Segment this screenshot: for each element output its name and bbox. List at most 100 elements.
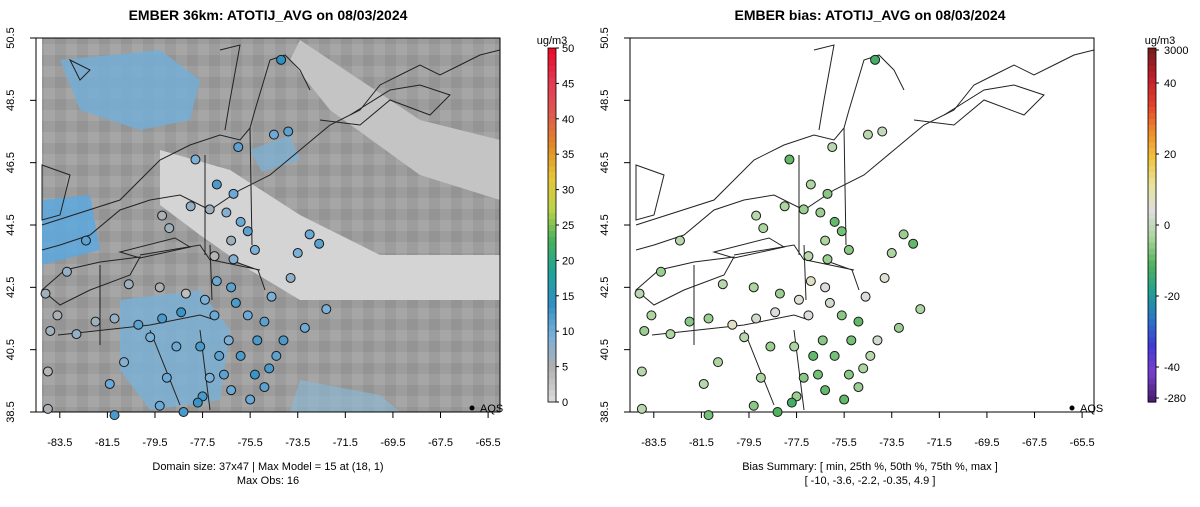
x-tick-label: -81.5	[95, 437, 120, 449]
station-marker	[853, 316, 864, 327]
colorbar-segment	[1148, 171, 1156, 179]
x-tick-label: -83.5	[47, 437, 72, 449]
colorbar-segment	[548, 319, 556, 326]
colorbar-tick-label: 25	[562, 220, 574, 232]
colorbar-segment	[548, 301, 556, 309]
colorbar-tick-label: 40	[1164, 78, 1176, 90]
station-marker	[779, 201, 790, 212]
x-tick-label: -75.5	[238, 437, 263, 449]
left-boundaries	[41, 44, 500, 411]
colorbar-segment	[1148, 260, 1156, 267]
station-marker	[703, 313, 714, 324]
station-marker	[214, 350, 225, 361]
y-tick-label: 42.5	[5, 277, 17, 298]
colorbar-segment	[1148, 124, 1156, 132]
station-marker	[61, 266, 72, 277]
station-marker	[846, 335, 857, 346]
x-tick-label: -65.5	[476, 437, 501, 449]
colorbar-segment	[1148, 183, 1156, 191]
station-marker	[195, 341, 206, 352]
station-marker	[226, 282, 237, 293]
colorbar-segment	[1148, 343, 1156, 350]
station-marker	[259, 382, 270, 393]
station-marker	[717, 279, 728, 290]
station-marker	[836, 310, 847, 321]
station-marker	[803, 251, 814, 262]
colorbar-tick-label: 5	[562, 362, 568, 374]
colorbar-segment	[548, 272, 556, 279]
station-marker	[798, 204, 809, 215]
colorbar-segment	[1148, 71, 1156, 79]
y-tick-label: 46.5	[599, 152, 611, 173]
station-marker	[827, 142, 838, 153]
colorbar-segment	[1148, 272, 1156, 279]
colorbar-segment	[548, 348, 556, 356]
colorbar-segment	[548, 166, 556, 173]
station-marker	[321, 304, 332, 315]
colorbar-tick-label: 15	[562, 291, 574, 303]
coastline	[41, 49, 500, 251]
colorbar-segment	[548, 254, 556, 261]
station-marker	[157, 210, 168, 221]
y-tick-label: 44.5	[5, 214, 17, 235]
station-marker	[292, 248, 303, 259]
right-stations	[634, 54, 926, 421]
right-legend: AQS	[1069, 403, 1103, 415]
station-marker	[259, 316, 270, 327]
colorbar-segment	[548, 124, 556, 132]
station-marker	[190, 154, 201, 165]
colorbar-segment	[1148, 236, 1156, 244]
station-marker	[805, 276, 816, 287]
station-marker	[865, 350, 876, 361]
station-marker	[748, 400, 759, 411]
colorbar-segment	[548, 59, 556, 67]
maritimes-coast	[813, 44, 1045, 131]
colorbar-segment	[548, 130, 556, 138]
station-marker	[228, 254, 239, 265]
colorbar-segment	[548, 107, 556, 114]
station-marker	[820, 282, 831, 293]
left-panel: EMBER 36km: ATOTIJ_AVG on 08/03/2024 AQS…	[5, 7, 574, 487]
colorbar-segment	[548, 260, 556, 267]
station-marker	[684, 316, 695, 327]
colorbar-segment	[1148, 313, 1156, 320]
colorbar-segment	[548, 372, 556, 379]
colorbar-segment	[548, 366, 556, 374]
colorbar-segment	[1148, 219, 1156, 226]
state-borders	[57, 127, 266, 411]
station-marker	[908, 238, 919, 249]
colorbar-tick-label: -280	[1164, 393, 1186, 405]
colorbar-segment	[548, 207, 556, 214]
station-marker	[812, 369, 823, 380]
colorbar-segment	[1148, 53, 1156, 61]
colorbar-segment	[548, 177, 556, 185]
colorbar-segment	[1148, 378, 1156, 385]
y-tick-label: 48.5	[599, 90, 611, 111]
colorbar-segment	[1148, 325, 1156, 332]
colorbar-segment	[548, 378, 556, 385]
y-tick-label: 42.5	[599, 277, 611, 298]
colorbar-segment	[548, 89, 556, 96]
colorbar-segment	[548, 118, 556, 126]
colorbar-segment	[548, 337, 556, 344]
station-marker	[119, 357, 130, 368]
station-marker	[235, 350, 246, 361]
colorbar-segment	[1148, 148, 1156, 155]
maritimes-coast	[219, 44, 451, 131]
colorbar-segment	[1148, 195, 1156, 202]
station-marker	[646, 310, 657, 321]
right-title: EMBER bias: ATOTIJ_AVG on 08/03/2024	[734, 7, 1005, 23]
station-marker	[226, 235, 237, 246]
station-marker	[304, 229, 315, 240]
station-marker	[283, 126, 294, 137]
heatmap-blue-maine	[250, 135, 300, 172]
station-marker	[228, 188, 239, 199]
left-legend: AQS	[469, 403, 503, 415]
station-marker	[71, 329, 82, 340]
station-marker	[755, 372, 766, 383]
station-marker	[879, 272, 890, 283]
colorbar-segment	[1148, 189, 1156, 197]
colorbar-segment	[548, 48, 556, 55]
station-marker	[178, 407, 189, 417]
